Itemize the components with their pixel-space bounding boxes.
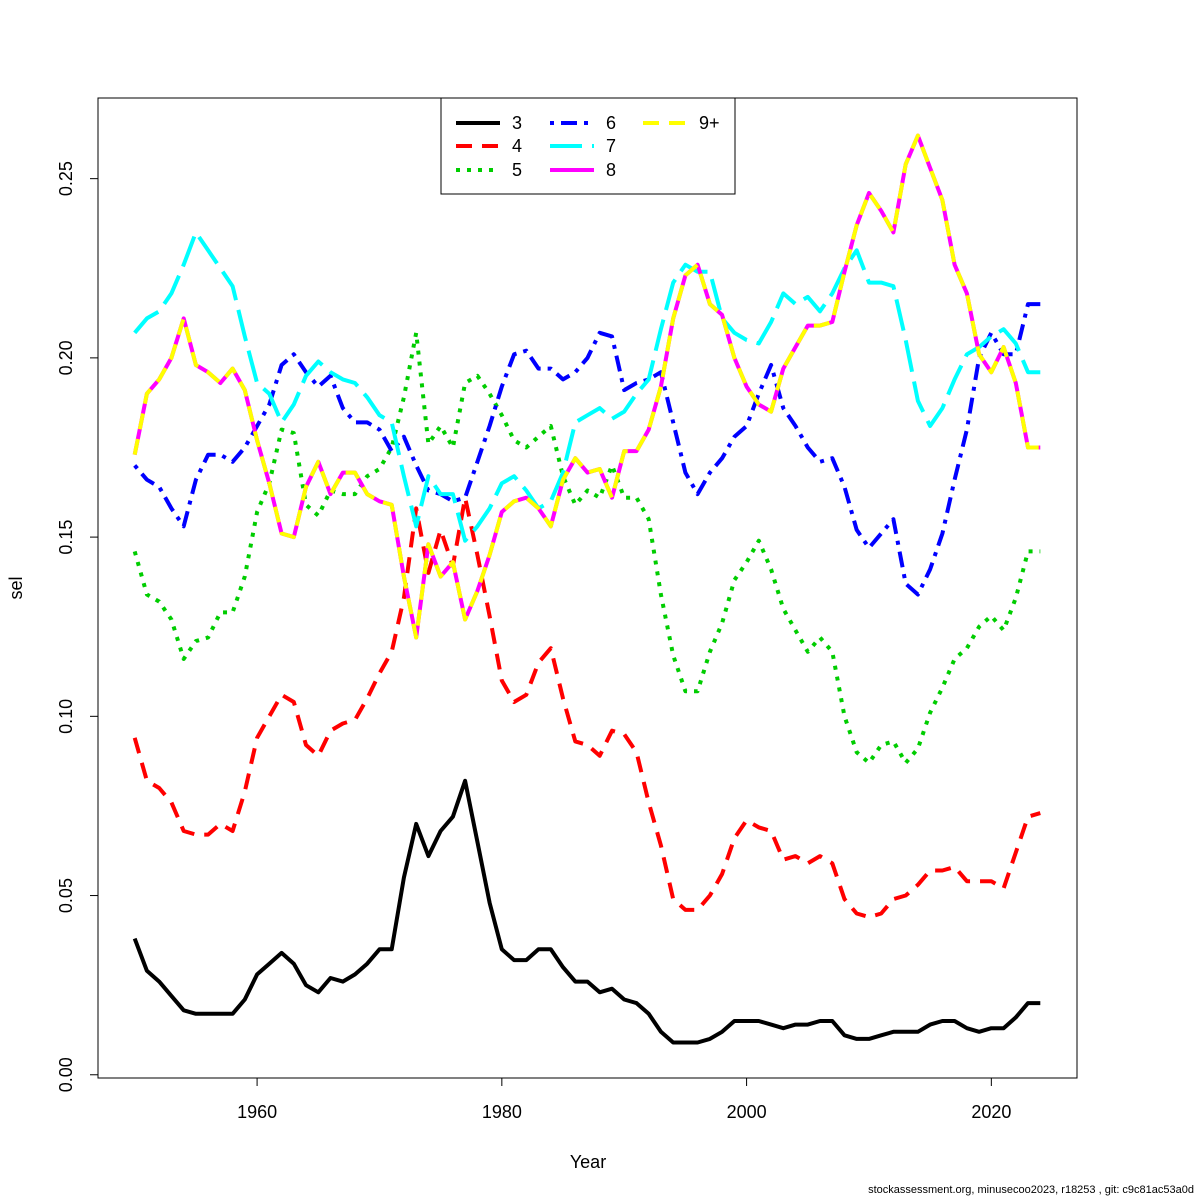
legend-label-7: 7 — [606, 136, 616, 156]
legend-label-6: 6 — [606, 113, 616, 133]
x-axis-label: Year — [570, 1152, 606, 1172]
legend-box — [440, 97, 736, 195]
x-axis: 1960 1980 2000 2020 — [237, 1077, 1011, 1122]
series-line-8 — [132, 133, 1041, 640]
series-line-3 — [132, 778, 1041, 1045]
x-tick-label: 2020 — [971, 1102, 1011, 1122]
x-tick-label: 2000 — [727, 1102, 767, 1122]
x-tick-label: 1980 — [482, 1102, 522, 1122]
y-tick-label: 0.10 — [56, 699, 76, 734]
footer-text: stockassessment.org, minusecoo2023, r182… — [868, 1184, 1194, 1196]
series-line-7 — [133, 230, 1041, 543]
y-tick-label: 0.25 — [56, 161, 76, 196]
series-group — [132, 133, 1041, 1045]
y-tick-label: 0.15 — [56, 520, 76, 555]
plot-frame — [97, 97, 1078, 1079]
legend-label-3: 3 — [512, 113, 522, 133]
y-axis: 0.00 0.05 0.10 0.15 0.20 0.25 — [56, 161, 99, 1092]
y-tick-label: 0.05 — [56, 878, 76, 913]
legend: 3 4 5 6 7 8 9+ — [440, 97, 736, 195]
series-line-6 — [133, 302, 1041, 597]
legend-label-9plus: 9+ — [699, 113, 720, 133]
x-tick-label: 1960 — [237, 1102, 277, 1122]
legend-label-5: 5 — [512, 160, 522, 180]
legend-label-8: 8 — [606, 160, 616, 180]
series-line-9plus — [132, 133, 1041, 640]
legend-label-4: 4 — [512, 136, 522, 156]
series-line-5 — [132, 330, 1041, 765]
y-tick-label: 0.20 — [56, 340, 76, 375]
y-axis-label: sel — [6, 576, 26, 599]
y-tick-label: 0.00 — [56, 1057, 76, 1092]
series-line-4 — [132, 495, 1041, 920]
